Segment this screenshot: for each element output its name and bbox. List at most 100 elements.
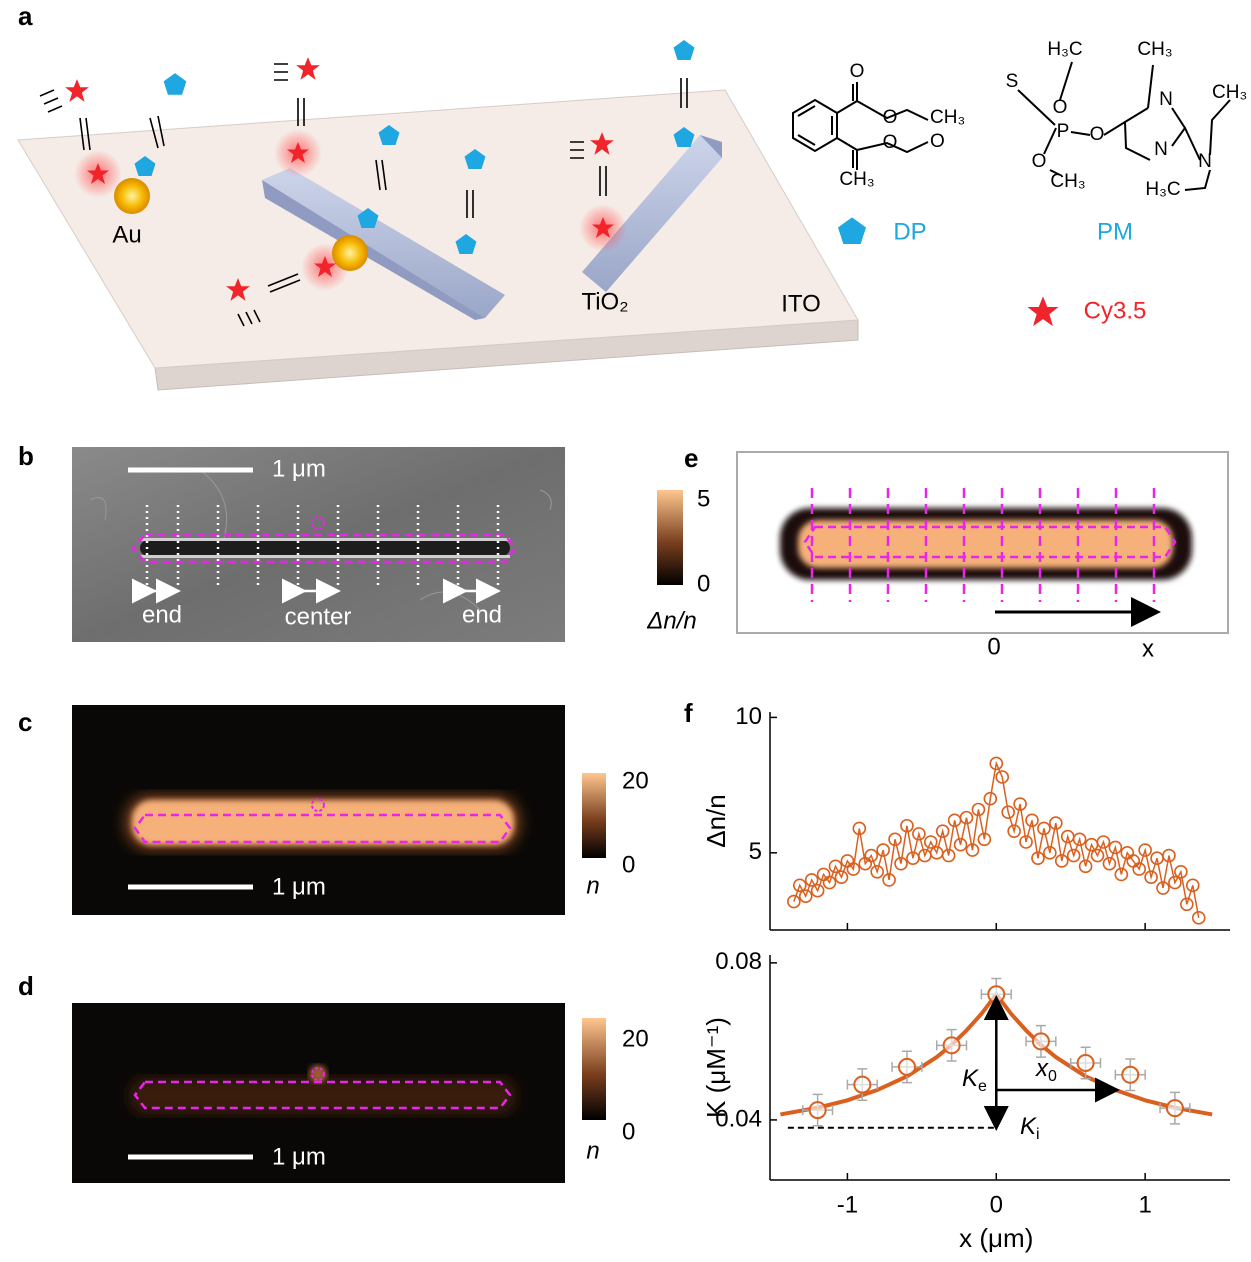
atom: O (1053, 97, 1068, 118)
atom: S (1006, 71, 1019, 92)
atom: H₃C (1145, 179, 1180, 200)
equilibrium-arrow (375, 159, 387, 191)
data-point (1138, 843, 1152, 857)
colorbar (657, 490, 683, 585)
particle-outline (311, 798, 325, 812)
colorbar-tick: 0 (622, 851, 635, 878)
equilibrium-arrow (466, 190, 474, 218)
x-axis-label: x (μm) (959, 1223, 1033, 1253)
data-point (1191, 911, 1206, 925)
rod (262, 168, 505, 318)
data-point (953, 837, 968, 852)
panel-label: e (684, 443, 698, 473)
equilibrium-arrow (149, 115, 165, 149)
data-point (798, 889, 813, 903)
data-point (1121, 1065, 1140, 1084)
slab-top (17, 89, 859, 369)
data-point (1090, 848, 1105, 863)
colorbar-tick: 0 (622, 1118, 635, 1145)
divider (810, 488, 1156, 602)
data-point (1076, 1053, 1095, 1072)
data-point (989, 756, 1004, 771)
equilibrium-arrow (297, 98, 305, 126)
data-point (1054, 854, 1069, 868)
outline (803, 525, 1177, 559)
data-point (1031, 851, 1045, 866)
rod-side (262, 180, 485, 320)
data-point (1180, 897, 1194, 912)
data-point (804, 873, 819, 887)
particle-outline (311, 516, 325, 530)
atom: CH₃ (839, 169, 874, 190)
data-point (1096, 835, 1111, 849)
colorbar-tick: 20 (622, 1025, 649, 1052)
data-point (983, 791, 998, 806)
axis-label: x (1142, 635, 1154, 662)
panel-label: a (18, 1, 33, 31)
data-point (1001, 805, 1015, 819)
annotation-sub: e (978, 1078, 987, 1095)
legend-pentagon (838, 217, 866, 244)
data-point (853, 1075, 872, 1094)
data-point (897, 1057, 916, 1076)
data-point (1019, 835, 1033, 849)
data-point (1072, 832, 1087, 847)
gold-particle (114, 178, 150, 214)
data-point (1066, 848, 1081, 863)
rod-glow (132, 800, 514, 845)
annotation: Ke (962, 1065, 987, 1095)
y-axis-label: Δn/n (701, 794, 731, 848)
y-tick-label: 0.04 (715, 1105, 762, 1132)
annotation: Ki (1020, 1113, 1040, 1143)
data-line (793, 760, 1200, 918)
data-point (1025, 813, 1039, 828)
data-point (941, 848, 956, 863)
data-point (942, 1036, 961, 1055)
legend-label: DP (893, 218, 926, 245)
data-point (894, 856, 908, 871)
annotation-sub: i (1036, 1126, 1040, 1143)
x-tick-label: 0 (990, 1191, 1003, 1218)
pentagon (673, 40, 695, 60)
legend-star (1027, 296, 1059, 327)
label: ITO (781, 290, 821, 317)
y-tick-label: 0.08 (715, 948, 762, 975)
equilibrium-arrow (680, 78, 688, 108)
atom: N (1198, 151, 1212, 172)
data-point (1165, 1099, 1184, 1118)
data-point (1043, 846, 1057, 860)
data-point (959, 810, 974, 825)
texture (89, 469, 552, 611)
colorbar (582, 1018, 606, 1120)
data-point (1174, 864, 1188, 879)
atom: O (1090, 124, 1105, 145)
data-point (912, 827, 926, 841)
panel-label: f (684, 698, 693, 728)
rod (140, 540, 510, 556)
rod-glow (130, 1078, 515, 1114)
data-point (965, 843, 980, 857)
axis-label: 0 (987, 633, 1000, 660)
data-point (900, 818, 914, 833)
scale-label: 1 μm (272, 1143, 326, 1170)
annotation-text: K (962, 1065, 979, 1092)
annotation: x0 (1035, 1055, 1057, 1085)
data-point (810, 883, 825, 898)
data-point (876, 843, 890, 857)
data-point (1007, 824, 1021, 838)
star (296, 57, 320, 80)
dp-structure (792, 82, 929, 170)
data-point (787, 894, 801, 909)
y-tick-label: 5 (749, 838, 762, 865)
data-point (1162, 848, 1176, 863)
legend-label: Cy3.5 (1084, 297, 1147, 324)
atom: P (1057, 121, 1070, 142)
equilibrium-arrow (79, 117, 91, 151)
data-point (882, 873, 896, 887)
label: Au (112, 221, 141, 248)
scale-label: 1 μm (272, 873, 326, 900)
rod (582, 135, 722, 292)
outline (133, 1080, 512, 1110)
outline (131, 533, 517, 564)
